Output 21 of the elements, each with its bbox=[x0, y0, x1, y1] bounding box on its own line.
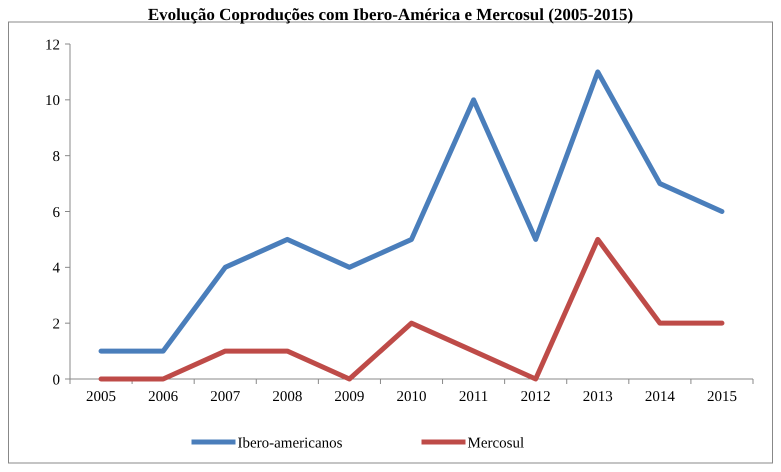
y-tick-label: 12 bbox=[45, 37, 60, 54]
x-tick-label: 2014 bbox=[644, 389, 676, 405]
x-tick-label: 2011 bbox=[458, 389, 488, 405]
y-tick-label: 6 bbox=[52, 204, 60, 221]
x-tick-label: 2005 bbox=[86, 389, 116, 405]
x-tick-label: 2015 bbox=[706, 389, 737, 405]
x-tick-label: 2008 bbox=[272, 389, 302, 405]
x-tick-label: 2006 bbox=[148, 389, 179, 405]
x-tick-label: 2009 bbox=[334, 389, 364, 405]
y-tick-label: 10 bbox=[45, 93, 60, 110]
x-tick-label: 2007 bbox=[210, 389, 241, 405]
x-tick-label: 2012 bbox=[520, 389, 551, 405]
chart-title: Evolução Coproduções com Ibero-América e Mercosul (2005-2015) bbox=[148, 5, 634, 24]
x-tick-label: 2010 bbox=[396, 389, 426, 405]
y-tick-label: 8 bbox=[52, 148, 60, 165]
y-tick-label: 0 bbox=[52, 372, 60, 388]
legend-label: Ibero-americanos bbox=[238, 435, 343, 452]
legend-label: Mercosul bbox=[468, 435, 524, 452]
y-tick-label: 2 bbox=[52, 316, 60, 332]
x-tick-label: 2013 bbox=[582, 389, 613, 405]
y-tick-label: 4 bbox=[52, 260, 60, 277]
